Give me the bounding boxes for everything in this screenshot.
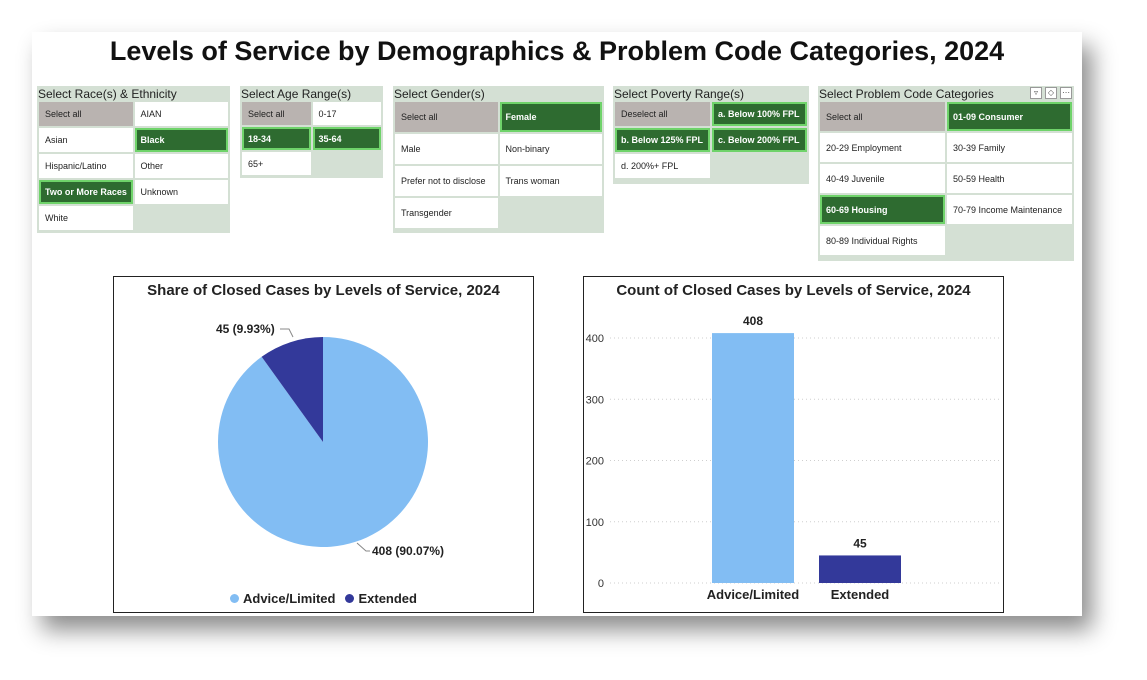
gender-option-non-binary[interactable]: Non-binary	[499, 134, 602, 164]
problem-slicer-title: Select Problem Code Categories	[819, 87, 994, 101]
age-slicer-title: Select Age Range(s)	[241, 87, 352, 101]
bar-advice-limited[interactable]	[712, 333, 794, 583]
bar-x-tick-label-advice-limited: Advice/Limited	[707, 587, 800, 602]
bar-y-tick-label: 400	[586, 333, 604, 345]
gender-empty-cell	[499, 198, 602, 228]
race-option-asian[interactable]: Asian	[39, 128, 133, 152]
age-option-35-64[interactable]: 35-64	[312, 127, 381, 150]
race-option-white[interactable]: White	[39, 206, 133, 230]
gender-option-female[interactable]: Female	[499, 102, 602, 132]
legend-swatch-extended	[345, 594, 355, 603]
problem-option-50-59-health[interactable]: 50-59 Health	[947, 164, 1072, 193]
poverty-option-b-below-125-fpl[interactable]: b. Below 125% FPL	[615, 128, 710, 152]
gender-slicer-title: Select Gender(s)	[394, 87, 485, 101]
more-options-icon[interactable]: ⋯	[1060, 87, 1072, 99]
poverty-slicer-grid: Deselect all a. Below 100% FPL b. Below 12…	[613, 102, 809, 180]
pie-chart-panel: Share of Closed Cases by Levels of Servi…	[113, 276, 534, 613]
race-option-other[interactable]: Other	[134, 154, 228, 178]
gender-slicer-grid: Select all Female Male Non-binary Prefer not…	[393, 102, 604, 230]
problem-option-60-69-housing[interactable]: 60-69 Housing	[820, 195, 945, 224]
race-option-select-all[interactable]: Select all	[39, 102, 133, 126]
age-range-slicer: Select Age Range(s) Select all 0-17 18-34 3…	[240, 86, 383, 178]
race-option-two-or-more-races[interactable]: Two or More Races	[39, 180, 133, 204]
problem-option-70-79-income-maintenance[interactable]: 70-79 Income Maintenance	[947, 195, 1072, 224]
pie-leader-line-advice	[356, 542, 370, 552]
poverty-slicer-title: Select Poverty Range(s)	[614, 87, 745, 101]
poverty-option-a-below-100-fpl[interactable]: a. Below 100% FPL	[712, 102, 807, 126]
race-option-unknown[interactable]: Unknown	[134, 180, 228, 204]
problem-option-select-all[interactable]: Select all	[820, 102, 945, 131]
pie-leader-line-extended	[280, 328, 294, 338]
bar-data-label-extended: 45	[853, 536, 867, 550]
poverty-option-d-200-fpl[interactable]: d. 200%+ FPL	[615, 154, 710, 178]
problem-code-slicer: Select Problem Code Categories ▿ ◇ ⋯ Sel…	[818, 86, 1074, 261]
race-option-aian[interactable]: AIAN	[134, 102, 228, 126]
problem-empty-cell	[947, 226, 1072, 255]
bar-chart-title: Count of Closed Cases by Levels of Servi…	[616, 282, 971, 299]
bar-y-tick-label: 0	[598, 578, 604, 590]
problem-slicer-grid: Select all 01-09 Consumer 20-29 Employment…	[818, 102, 1074, 257]
filter-icon[interactable]: ▿	[1030, 87, 1042, 99]
age-slicer-grid: Select all 0-17 18-34 35-64 65+	[240, 102, 383, 177]
gender-option-transgender[interactable]: Transgender	[395, 198, 498, 228]
age-empty-cell	[312, 152, 381, 175]
legend-item-advice[interactable]: Advice/Limited	[230, 591, 335, 606]
bar-y-tick-label: 300	[586, 394, 604, 406]
race-option-hispanic-latino[interactable]: Hispanic/Latino	[39, 154, 133, 178]
legend-item-extended[interactable]: Extended	[345, 591, 417, 606]
bar-chart: 0 100 200 300 400 408 Advice/Limited 45 Extended	[586, 314, 999, 602]
pie-legend: Advice/Limited Extended	[114, 591, 533, 606]
page-title: Levels of Service by Demographics & Prob…	[109, 36, 1005, 66]
race-slicer-title: Select Race(s) & Ethnicity	[38, 87, 177, 101]
race-ethnicity-slicer: Select Race(s) & Ethnicity Select all AIA…	[37, 86, 230, 233]
age-option-65[interactable]: 65+	[242, 152, 311, 175]
bar-data-label-advice-limited: 408	[743, 314, 763, 328]
poverty-empty-cell	[712, 154, 807, 178]
pie-data-label-advice: 408 (90.07%)	[372, 544, 444, 558]
race-slicer-grid: Select all AIAN Asian Black Hispanic/Latino O…	[37, 102, 230, 232]
pie-data-label-extended: 45 (9.93%)	[216, 322, 275, 336]
age-option-select-all[interactable]: Select all	[242, 102, 311, 125]
age-option-0-17[interactable]: 0-17	[312, 102, 381, 125]
legend-label-advice: Advice/Limited	[243, 591, 336, 606]
problem-option-20-29-employment[interactable]: 20-29 Employment	[820, 133, 945, 162]
bar-y-tick-label: 100	[586, 517, 604, 529]
bar-chart-panel: Count of Closed Cases by Levels of Servi…	[583, 276, 1004, 613]
poverty-option-c-below-200-fpl[interactable]: c. Below 200% FPL	[712, 128, 807, 152]
poverty-option-deselect-all[interactable]: Deselect all	[615, 102, 710, 126]
gender-option-male[interactable]: Male	[395, 134, 498, 164]
bar-y-tick-label: 200	[586, 456, 604, 468]
pie-slice-extended[interactable]	[261, 337, 323, 442]
gender-option-select-all[interactable]: Select all	[395, 102, 498, 132]
poverty-range-slicer: Select Poverty Range(s) Deselect all a. B…	[613, 86, 809, 184]
race-empty-cell	[134, 206, 228, 230]
problem-option-01-09-consumer[interactable]: 01-09 Consumer	[947, 102, 1072, 131]
pie-chart: 45 (9.93%) 408 (90.07%)	[216, 322, 444, 558]
report-canvas: Levels of Service by Demographics & Prob…	[32, 32, 1082, 616]
gender-slicer: Select Gender(s) Select all Female Male Non…	[393, 86, 604, 233]
focus-mode-icon[interactable]: ◇	[1045, 87, 1057, 99]
race-option-black[interactable]: Black	[134, 128, 228, 152]
legend-swatch-advice	[230, 594, 239, 603]
problem-option-40-49-juvenile[interactable]: 40-49 Juvenile	[820, 164, 945, 193]
gender-option-trans-woman[interactable]: Trans woman	[499, 166, 602, 196]
problem-option-80-89-individual-rights[interactable]: 80-89 Individual Rights	[820, 226, 945, 255]
bar-x-tick-label-extended: Extended	[831, 587, 890, 602]
age-option-18-34[interactable]: 18-34	[242, 127, 311, 150]
legend-label-extended: Extended	[358, 591, 417, 606]
pie-slice-advice-limited[interactable]	[218, 337, 429, 547]
gender-option-prefer-not-to-disclose[interactable]: Prefer not to disclose	[395, 166, 498, 196]
slicer-toolbar: ▿ ◇ ⋯	[1030, 87, 1072, 99]
pie-chart-title: Share of Closed Cases by Levels of Servi…	[147, 282, 500, 299]
problem-option-30-39-family[interactable]: 30-39 Family	[947, 133, 1072, 162]
bar-extended[interactable]	[819, 555, 901, 583]
